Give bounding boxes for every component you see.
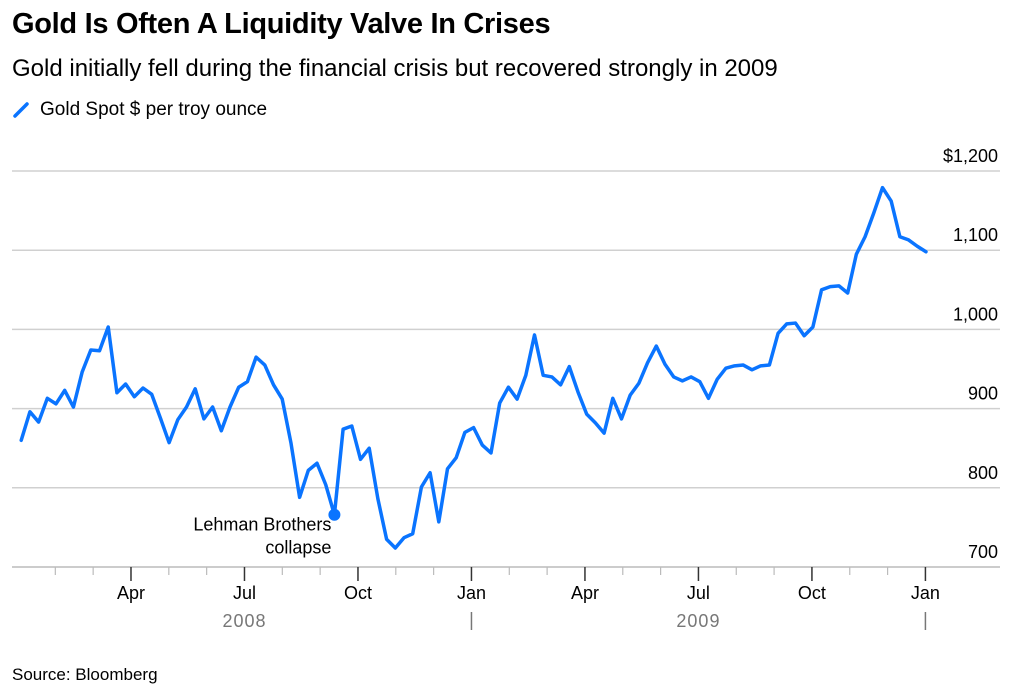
y-tick-label: 900 bbox=[968, 384, 998, 404]
chart-subtitle: Gold initially fell during the financial… bbox=[12, 55, 778, 82]
x-tick-label: Jul bbox=[233, 583, 256, 603]
gold-price-line bbox=[19, 185, 928, 550]
x-tick-label: Apr bbox=[571, 583, 599, 603]
source-note: Source: Bloomberg bbox=[12, 665, 158, 684]
annotation-line1: Lehman Brothers bbox=[193, 515, 331, 535]
legend-label: Gold Spot $ per troy ounce bbox=[40, 99, 268, 120]
x-tick-label: Oct bbox=[344, 583, 372, 603]
x-tick-label: Oct bbox=[798, 583, 826, 603]
y-tick-label: $1,200 bbox=[943, 146, 998, 166]
y-tick-label: 800 bbox=[968, 463, 998, 483]
x-tick-label: Jan bbox=[911, 583, 940, 603]
lehman-marker bbox=[328, 508, 341, 521]
year-label: 2008 bbox=[222, 611, 266, 631]
x-tick-label: Jul bbox=[687, 583, 710, 603]
chart-title: Gold Is Often A Liquidity Valve In Crise… bbox=[12, 8, 551, 40]
legend: Gold Spot $ per troy ounce bbox=[12, 99, 267, 121]
annotation-line2: collapse bbox=[265, 538, 331, 558]
y-tick-label: 1,100 bbox=[953, 225, 998, 245]
x-tick-label: Apr bbox=[117, 583, 145, 603]
y-tick-label: 700 bbox=[968, 542, 998, 562]
y-tick-label: 1,000 bbox=[953, 304, 998, 324]
legend-line-icon bbox=[13, 102, 29, 118]
year-label: 2009 bbox=[676, 611, 720, 631]
x-tick-label: Jan bbox=[457, 583, 486, 603]
